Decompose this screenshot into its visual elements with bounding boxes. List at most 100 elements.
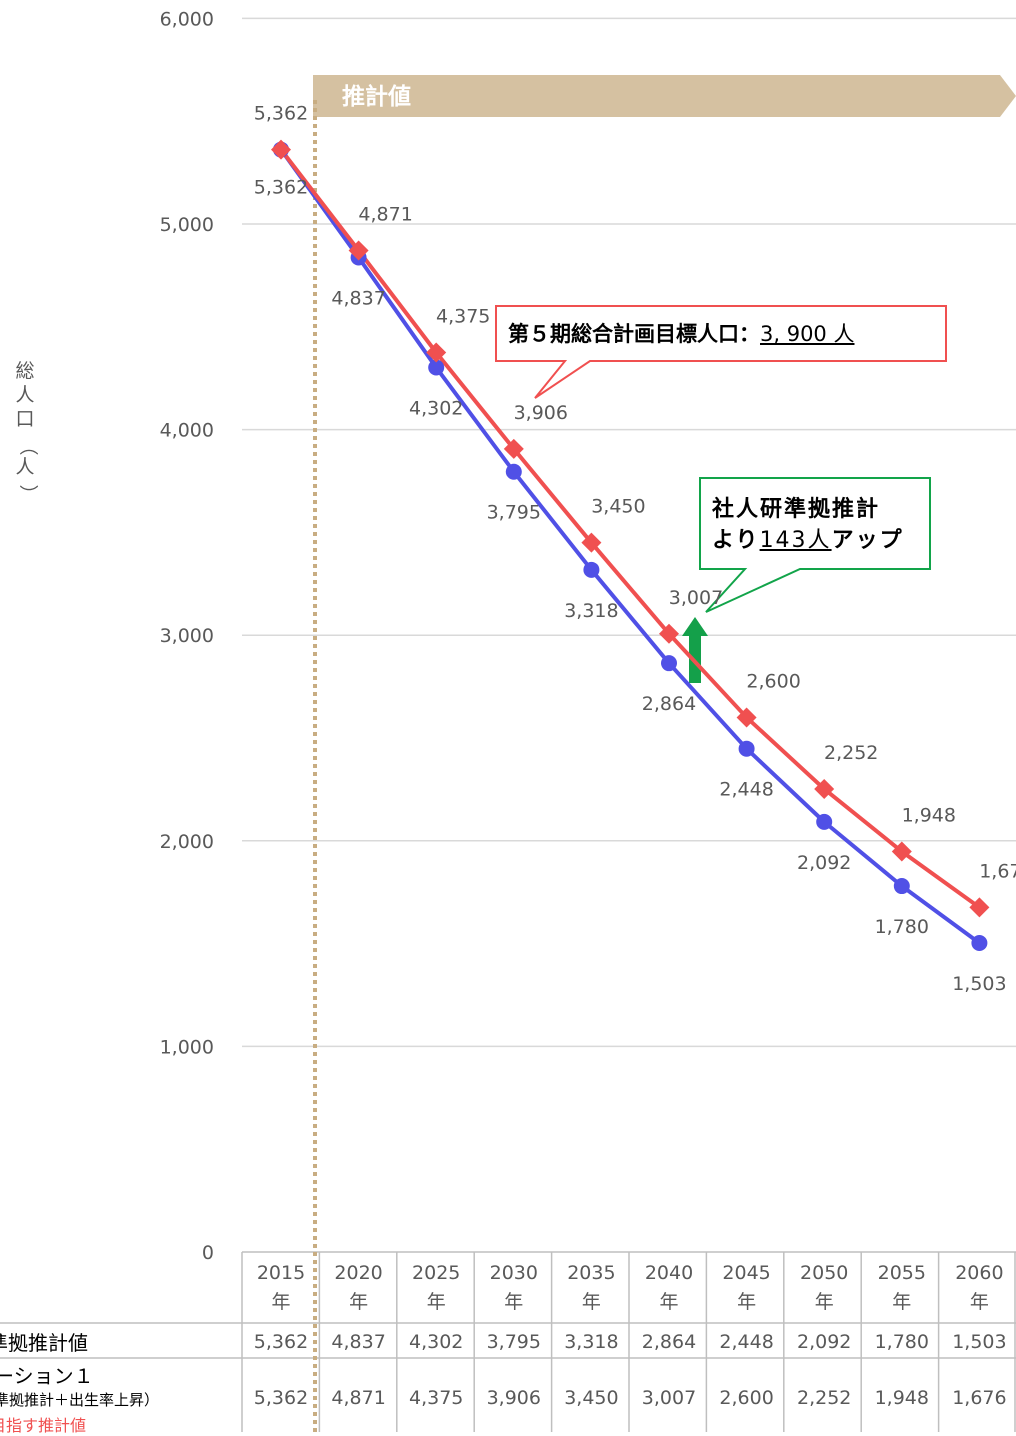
table-cell: 4,302 <box>409 1331 463 1353</box>
data-label: 2,600 <box>746 670 800 692</box>
x-category-year: 2055 <box>878 1262 926 1284</box>
table-cell: 1,503 <box>952 1331 1006 1353</box>
up-arrow-icon <box>682 617 708 683</box>
x-category-year: 2025 <box>412 1262 460 1284</box>
series-point <box>426 342 447 363</box>
series-point <box>428 359 445 376</box>
series-point <box>583 561 600 578</box>
table-cell: 3,318 <box>564 1331 618 1353</box>
x-category-year: 2040 <box>645 1262 693 1284</box>
data-label: 4,871 <box>358 204 412 226</box>
table-cell: 2,600 <box>719 1387 773 1409</box>
x-category-unit: 年 <box>659 1291 678 1313</box>
data-label: 3,450 <box>591 496 645 518</box>
table-cell: 3,795 <box>487 1331 541 1353</box>
table-cell: 2,092 <box>797 1331 851 1353</box>
series-line <box>279 148 981 910</box>
data-labels: 5,362 4,837 4,302 3,795 3,318 2,864 2,448 2,092… <box>254 103 1016 995</box>
table-cell: 5,362 <box>254 1387 308 1409</box>
y-tick-label: 0 <box>202 1242 214 1264</box>
series-point <box>661 655 677 672</box>
table-cell: 2,252 <box>797 1387 851 1409</box>
series-point <box>814 778 835 799</box>
series-point <box>503 438 524 459</box>
table-cell: 1,676 <box>952 1387 1006 1409</box>
series-point <box>816 813 833 830</box>
data-label: 1,676 <box>979 860 1016 882</box>
data-table: 2015 年 2020 年 2025 年 2030 年 2035 年 2040 年 2045 年 2050 年… <box>0 1251 1016 1432</box>
data-label: 3,906 <box>514 402 568 424</box>
table-cell: 4,375 <box>409 1387 463 1409</box>
target-callout-prefix: 第５期総合計画目標人口： <box>508 322 760 346</box>
series-point <box>971 934 988 951</box>
series-point <box>736 707 757 728</box>
table-row-label-2: ーション１ <box>0 1364 94 1388</box>
y-axis-label-char: （ <box>17 436 39 456</box>
y-axis-ticks: 0 1,000 2,000 3,000 4,000 5,000 6,000 <box>160 8 214 1264</box>
series-line <box>279 148 981 945</box>
y-axis-label-char: ） <box>17 484 39 504</box>
table-cell: 4,837 <box>331 1331 385 1353</box>
data-label: 2,864 <box>642 693 696 715</box>
x-category-year: 2050 <box>800 1262 848 1284</box>
table-cell: 4,871 <box>331 1387 385 1409</box>
series-markers <box>271 139 990 951</box>
series-point <box>659 623 679 644</box>
data-label: 4,837 <box>331 288 385 310</box>
x-category-year: 2015 <box>257 1262 305 1284</box>
table-cell: 3,906 <box>487 1387 541 1409</box>
series-point <box>505 463 522 480</box>
series-point <box>891 841 912 862</box>
x-category-year: 2020 <box>334 1262 382 1284</box>
table-cell: 3,450 <box>564 1387 618 1409</box>
x-category-year: 2030 <box>490 1262 538 1284</box>
y-tick-label: 5,000 <box>160 214 214 236</box>
y-axis-label-char: 口 <box>15 408 35 430</box>
target-callout-value: 3, 900 人 <box>760 322 855 346</box>
table-row-note-2: 目指す推計値 <box>0 1416 87 1435</box>
x-category-unit: 年 <box>970 1291 989 1313</box>
x-category-unit: 年 <box>349 1291 368 1313</box>
series-point <box>738 740 755 757</box>
table-row-sublabel-2: 準拠推計＋出生率上昇） <box>0 1391 160 1409</box>
table-cell: 1,780 <box>875 1331 929 1353</box>
target-callout-text: 第５期総合計画目標人口：3, 900 人 <box>508 318 854 348</box>
y-tick-label: 3,000 <box>160 625 214 647</box>
y-tick-label: 1,000 <box>160 1036 214 1058</box>
data-label: 5,362 <box>254 103 308 125</box>
data-label: 1,503 <box>952 973 1006 995</box>
callout-shapes <box>495 305 947 683</box>
increase-callout-box <box>699 477 931 613</box>
table-cell: 5,362 <box>254 1331 308 1353</box>
x-category-year: 2035 <box>567 1262 615 1284</box>
x-category-unit: 年 <box>271 1291 290 1313</box>
table-cell: 2,864 <box>642 1331 696 1353</box>
table-cell: 2,448 <box>719 1331 773 1353</box>
x-category-unit: 年 <box>504 1291 523 1313</box>
data-label: 4,302 <box>409 398 463 420</box>
data-label: 2,252 <box>824 742 878 764</box>
data-label: 1,948 <box>902 804 956 826</box>
x-category-unit: 年 <box>582 1291 601 1313</box>
data-label: 2,092 <box>797 852 851 874</box>
increase-callout-line1: 社人研準拠推計 <box>712 497 881 522</box>
series-point <box>271 139 291 160</box>
y-tick-label: 2,000 <box>160 831 214 853</box>
y-tick-label: 6,000 <box>160 8 214 30</box>
data-label: 3,318 <box>564 600 618 622</box>
y-tick-label: 4,000 <box>160 420 214 442</box>
table-row-label-1: 準拠推計値 <box>0 1331 88 1355</box>
forecast-banner-arrow <box>313 75 1016 117</box>
x-category-year: 2045 <box>722 1262 770 1284</box>
gridlines <box>242 17 1016 1048</box>
series-point <box>969 897 990 918</box>
table-cell: 3,007 <box>642 1387 696 1409</box>
x-category-unit: 年 <box>892 1291 911 1313</box>
y-axis-label-char: 人 <box>15 384 35 406</box>
x-category-unit: 年 <box>427 1291 446 1313</box>
data-label: 4,375 <box>436 306 490 328</box>
forecast-banner: 推計値 <box>313 75 1016 117</box>
increase-callout-text: 社人研準拠推計 より143人アップ <box>712 494 904 556</box>
x-category-year: 2060 <box>955 1262 1003 1284</box>
